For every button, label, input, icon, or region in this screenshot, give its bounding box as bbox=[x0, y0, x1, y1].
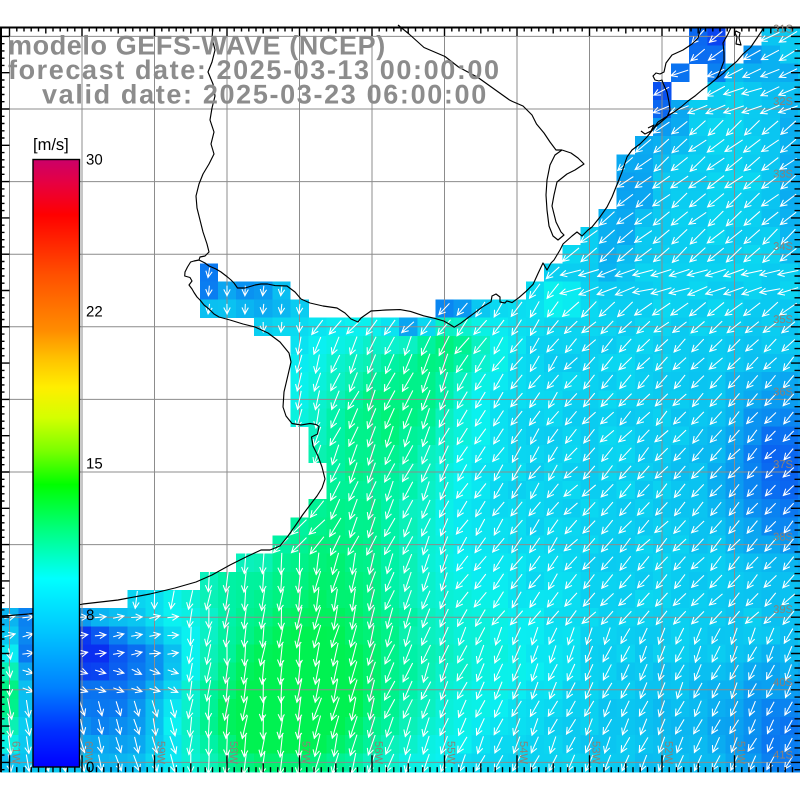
svg-text:32S: 32S bbox=[773, 96, 793, 108]
svg-text:37S: 37S bbox=[773, 459, 793, 471]
svg-text:34S: 34S bbox=[773, 241, 793, 253]
svg-text:30: 30 bbox=[86, 152, 103, 169]
svg-text:8: 8 bbox=[86, 607, 94, 624]
svg-text:15: 15 bbox=[86, 455, 103, 472]
svg-text:51W: 51W bbox=[735, 741, 747, 764]
svg-text:41S: 41S bbox=[773, 749, 793, 761]
svg-text:35S: 35S bbox=[773, 314, 793, 326]
svg-text:0: 0 bbox=[86, 759, 94, 776]
svg-text:31S: 31S bbox=[773, 23, 793, 35]
svg-text:38S: 38S bbox=[773, 532, 793, 544]
svg-text:[m/s]: [m/s] bbox=[33, 136, 69, 154]
svg-text:52W: 52W bbox=[662, 741, 674, 764]
svg-text:valid date: 2025-03-23 06:00:0: valid date: 2025-03-23 06:00:00 bbox=[42, 80, 488, 110]
svg-text:39S: 39S bbox=[773, 604, 793, 616]
svg-text:53W: 53W bbox=[590, 741, 602, 764]
svg-text:57W: 57W bbox=[300, 741, 312, 764]
svg-text:59W: 59W bbox=[155, 741, 167, 764]
svg-text:36S: 36S bbox=[773, 386, 793, 398]
svg-text:58W: 58W bbox=[227, 741, 239, 764]
svg-text:33S: 33S bbox=[773, 169, 793, 181]
svg-text:modelo GEFS-WAVE (NCEP): modelo GEFS-WAVE (NCEP) bbox=[8, 31, 386, 61]
svg-text:54W: 54W bbox=[517, 741, 529, 764]
svg-text:60W: 60W bbox=[82, 741, 94, 764]
svg-text:forecast date: 2025-03-13 00:0: forecast date: 2025-03-13 00:00:00 bbox=[8, 55, 501, 85]
svg-text:55W: 55W bbox=[445, 741, 457, 764]
svg-text:56W: 56W bbox=[372, 741, 384, 764]
svg-text:22: 22 bbox=[86, 303, 103, 320]
svg-text:40S: 40S bbox=[773, 677, 793, 689]
svg-text:61W: 61W bbox=[10, 741, 22, 764]
